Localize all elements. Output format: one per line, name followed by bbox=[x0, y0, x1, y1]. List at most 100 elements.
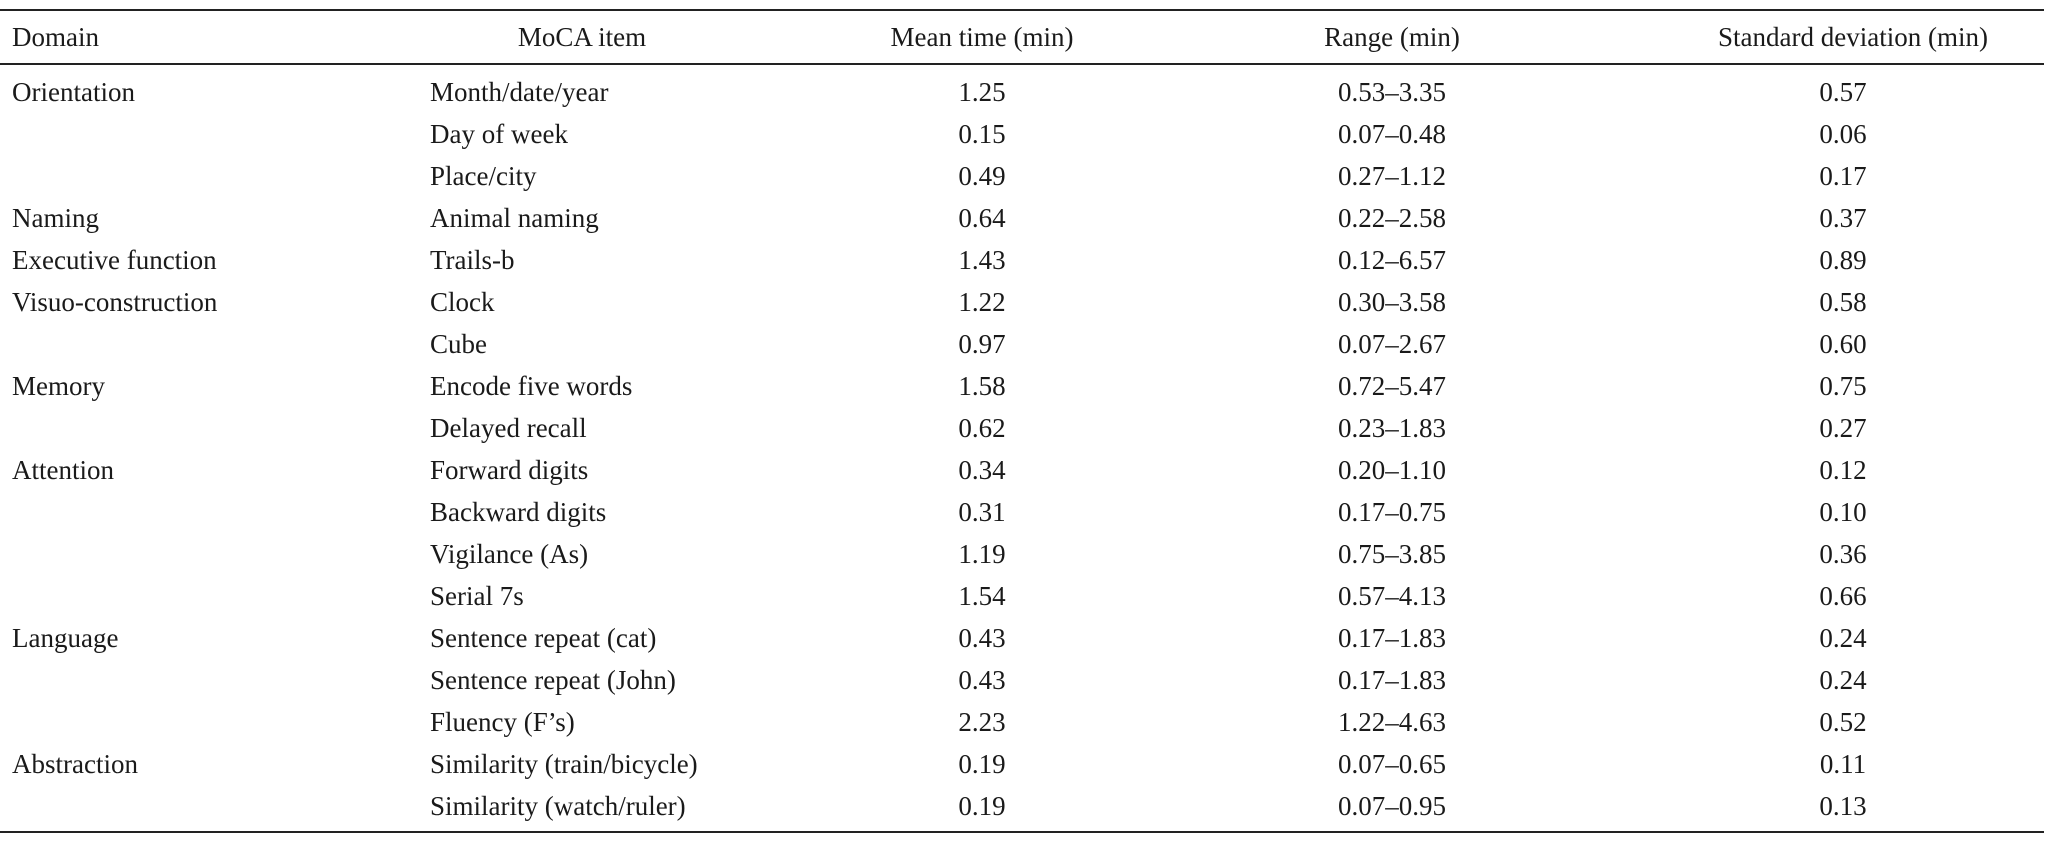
cell-range: 0.17–1.83 bbox=[1338, 622, 1446, 653]
cell-moca-item: Trails-b bbox=[430, 244, 515, 275]
cell-standard-deviation: 0.66 bbox=[1819, 580, 1867, 611]
cell-standard-deviation: 0.24 bbox=[1819, 664, 1867, 695]
cell-standard-deviation: 0.75 bbox=[1819, 370, 1867, 401]
cell-mean-time: 0.19 bbox=[958, 748, 1006, 779]
cell-mean-time: 0.19 bbox=[958, 790, 1006, 821]
cell-domain bbox=[0, 323, 422, 365]
cell-domain: Orientation bbox=[12, 76, 135, 107]
cell-domain bbox=[0, 407, 422, 449]
cell-mean-time: 0.97 bbox=[958, 328, 1006, 359]
cell-mean-time: 0.31 bbox=[958, 496, 1006, 527]
table-row: Place/city 0.49 0.27–1.12 0.17 bbox=[0, 155, 2044, 197]
cell-moca-item: Forward digits bbox=[430, 454, 589, 485]
cell-mean-time: 1.19 bbox=[958, 538, 1006, 569]
cell-mean-time: 0.64 bbox=[958, 202, 1006, 233]
cell-range: 0.17–0.75 bbox=[1338, 496, 1446, 527]
cell-standard-deviation: 0.57 bbox=[1819, 76, 1867, 107]
table-row: Executive function Trails-b 1.43 0.12–6.57 0… bbox=[0, 239, 2044, 281]
cell-mean-time: 1.25 bbox=[958, 76, 1006, 107]
table-row: Abstraction Similarity (train/bicycle) 0.1… bbox=[0, 743, 2044, 785]
table-row: Backward digits 0.31 0.17–0.75 0.10 bbox=[0, 491, 2044, 533]
cell-mean-time: 0.15 bbox=[958, 118, 1006, 149]
cell-moca-item: Vigilance (As) bbox=[430, 538, 589, 569]
cell-mean-time: 2.23 bbox=[958, 706, 1006, 737]
cell-moca-item: Place/city bbox=[430, 160, 537, 191]
cell-domain: Language bbox=[12, 622, 119, 653]
cell-moca-item: Month/date/year bbox=[430, 76, 609, 107]
cell-range: 0.12–6.57 bbox=[1338, 244, 1446, 275]
cell-domain bbox=[0, 701, 422, 743]
header-standard-deviation: Standard deviation (min) bbox=[1718, 21, 1988, 52]
cell-standard-deviation: 0.06 bbox=[1819, 118, 1867, 149]
moca-timing-table: Domain MoCA item Mean time (min) Range (… bbox=[0, 9, 2044, 833]
cell-range: 0.07–2.67 bbox=[1338, 328, 1446, 359]
cell-moca-item: Sentence repeat (cat) bbox=[430, 622, 657, 653]
cell-mean-time: 1.43 bbox=[958, 244, 1006, 275]
cell-domain: Visuo-construction bbox=[12, 286, 218, 317]
cell-range: 0.30–3.58 bbox=[1338, 286, 1446, 317]
cell-mean-time: 1.22 bbox=[958, 286, 1006, 317]
cell-moca-item: Serial 7s bbox=[430, 580, 524, 611]
table-row: Cube 0.97 0.07–2.67 0.60 bbox=[0, 323, 2044, 365]
table-row: Day of week 0.15 0.07–0.48 0.06 bbox=[0, 113, 2044, 155]
cell-mean-time: 0.49 bbox=[958, 160, 1006, 191]
cell-domain bbox=[0, 491, 422, 533]
cell-standard-deviation: 0.58 bbox=[1819, 286, 1867, 317]
cell-moca-item: Similarity (train/bicycle) bbox=[430, 748, 698, 779]
table-row: Attention Forward digits 0.34 0.20–1.10 0.12 bbox=[0, 449, 2044, 491]
cell-range: 0.75–3.85 bbox=[1338, 538, 1446, 569]
cell-moca-item: Fluency (F’s) bbox=[430, 706, 575, 737]
cell-range: 0.17–1.83 bbox=[1338, 664, 1446, 695]
cell-range: 0.72–5.47 bbox=[1338, 370, 1446, 401]
cell-standard-deviation: 0.12 bbox=[1819, 454, 1867, 485]
header-moca-item: MoCA item bbox=[517, 21, 647, 52]
cell-domain: Executive function bbox=[12, 244, 217, 275]
table-body: Orientation Month/date/year 1.25 0.53–3.35 0… bbox=[0, 64, 2044, 832]
cell-standard-deviation: 0.36 bbox=[1819, 538, 1867, 569]
cell-moca-item: Day of week bbox=[430, 118, 568, 149]
table-row: Serial 7s 1.54 0.57–4.13 0.66 bbox=[0, 575, 2044, 617]
cell-standard-deviation: 0.60 bbox=[1819, 328, 1867, 359]
table-row: Fluency (F’s) 2.23 1.22–4.63 0.52 bbox=[0, 701, 2044, 743]
cell-mean-time: 0.43 bbox=[958, 622, 1006, 653]
table-row: Naming Animal naming 0.64 0.22–2.58 0.37 bbox=[0, 197, 2044, 239]
cell-mean-time: 1.58 bbox=[958, 370, 1006, 401]
table-row: Language Sentence repeat (cat) 0.43 0.17–1.… bbox=[0, 617, 2044, 659]
cell-standard-deviation: 0.27 bbox=[1819, 412, 1867, 443]
cell-standard-deviation: 0.11 bbox=[1819, 748, 1867, 779]
cell-range: 0.07–0.65 bbox=[1338, 748, 1446, 779]
cell-mean-time: 1.54 bbox=[958, 580, 1006, 611]
table-row: Memory Encode five words 1.58 0.72–5.47 0.75 bbox=[0, 365, 2044, 407]
cell-range: 0.23–1.83 bbox=[1338, 412, 1446, 443]
cell-domain bbox=[0, 659, 422, 701]
cell-moca-item: Similarity (watch/ruler) bbox=[430, 790, 686, 821]
table-row: Delayed recall 0.62 0.23–1.83 0.27 bbox=[0, 407, 2044, 449]
cell-moca-item: Animal naming bbox=[430, 202, 599, 233]
cell-range: 0.57–4.13 bbox=[1338, 580, 1446, 611]
table-row: Orientation Month/date/year 1.25 0.53–3.35 0… bbox=[0, 64, 2044, 113]
cell-mean-time: 0.34 bbox=[958, 454, 1006, 485]
cell-range: 0.53–3.35 bbox=[1338, 76, 1446, 107]
header-range: Range (min) bbox=[1324, 21, 1460, 52]
cell-moca-item: Sentence repeat (John) bbox=[430, 664, 676, 695]
table-row: Visuo-construction Clock 1.22 0.30–3.58 0.58 bbox=[0, 281, 2044, 323]
cell-range: 1.22–4.63 bbox=[1338, 706, 1446, 737]
cell-domain: Abstraction bbox=[12, 748, 138, 779]
header-mean-time: Mean time (min) bbox=[890, 21, 1074, 52]
table-row: Similarity (watch/ruler) 0.19 0.07–0.95 0.1… bbox=[0, 785, 2044, 832]
cell-mean-time: 0.43 bbox=[958, 664, 1006, 695]
cell-moca-item: Delayed recall bbox=[430, 412, 587, 443]
cell-range: 0.07–0.48 bbox=[1338, 118, 1446, 149]
cell-standard-deviation: 0.13 bbox=[1819, 790, 1867, 821]
table-row: Sentence repeat (John) 0.43 0.17–1.83 0.24 bbox=[0, 659, 2044, 701]
cell-range: 0.07–0.95 bbox=[1338, 790, 1446, 821]
cell-domain: Attention bbox=[12, 454, 114, 485]
cell-moca-item: Clock bbox=[430, 286, 495, 317]
cell-standard-deviation: 0.89 bbox=[1819, 244, 1867, 275]
cell-domain bbox=[0, 113, 422, 155]
cell-mean-time: 0.62 bbox=[958, 412, 1006, 443]
cell-standard-deviation: 0.24 bbox=[1819, 622, 1867, 653]
cell-moca-item: Encode five words bbox=[430, 370, 633, 401]
cell-domain: Memory bbox=[12, 370, 105, 401]
